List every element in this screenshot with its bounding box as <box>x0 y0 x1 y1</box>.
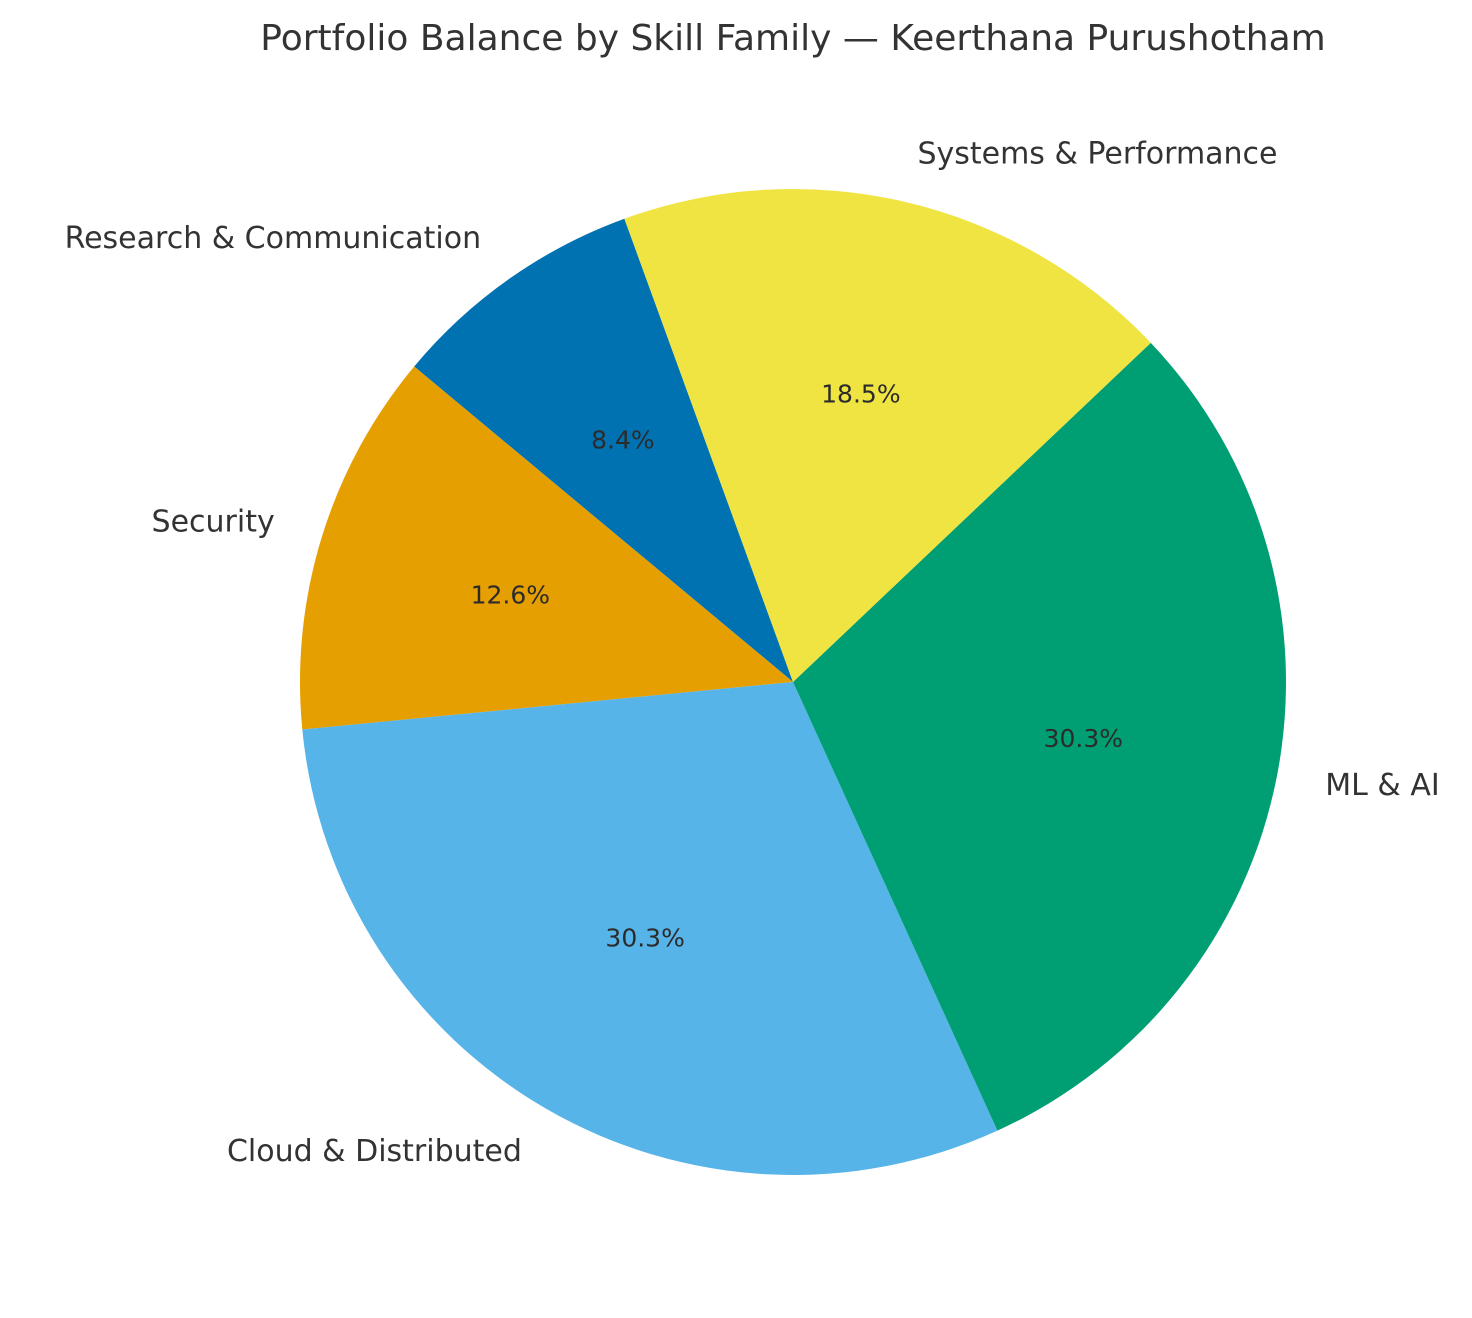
slice-label-security: Security <box>152 505 275 540</box>
pie-slice-research-and-communication <box>414 218 793 682</box>
slice-label-research-and-communication: Research & Communication <box>65 221 482 256</box>
pct-label-systems-and-performance: 18.5% <box>821 380 900 409</box>
pct-label-cloud-and-distributed: 30.3% <box>605 924 684 953</box>
slice-label-systems-and-performance: Systems & Performance <box>917 137 1277 172</box>
pie-slices <box>300 188 1286 1175</box>
slice-label-ml-and-ai: ML & AI <box>1325 768 1439 803</box>
pct-label-research-and-communication: 8.4% <box>591 426 655 455</box>
slice-label-cloud-and-distributed: Cloud & Distributed <box>227 1134 522 1169</box>
pie-slice-ml-and-ai <box>793 342 1286 1131</box>
pie-slice-security <box>300 366 793 730</box>
chart-title: Portfolio Balance by Skill Family — Keer… <box>260 18 1325 59</box>
pie-labels: 8.4% Research & Communication 12.6% Securit… <box>65 137 1440 1170</box>
pct-label-ml-and-ai: 30.3% <box>1044 724 1123 753</box>
pct-label-security: 12.6% <box>471 580 550 609</box>
pie-slice-systems-and-performance <box>624 188 1151 682</box>
pie-slice-cloud-and-distributed <box>302 682 998 1175</box>
